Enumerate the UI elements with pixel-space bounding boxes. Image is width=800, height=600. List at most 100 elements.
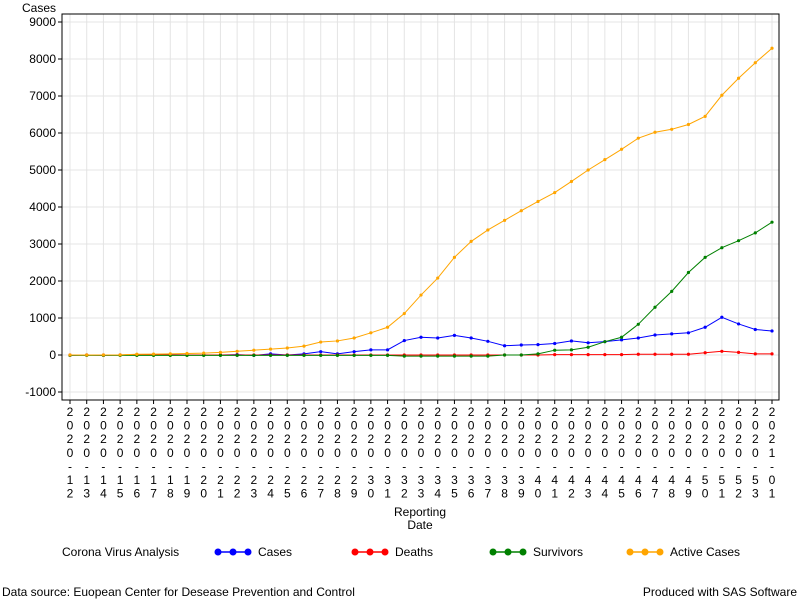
data-point [419,335,423,339]
data-point [736,239,741,243]
legend-title: Corona Virus Analysis [62,545,179,559]
x-tick-label: 2 0 2 0 -2 6 [301,405,308,501]
y-tick-label: 4000 [29,200,56,214]
y-tick-label: -1000 [25,385,56,399]
data-point [469,336,473,340]
data-point [686,122,691,127]
x-tick-label: 2 0 2 0 -2 1 [217,405,224,501]
x-tick-label: 2 0 2 0 -3 0 [368,405,375,501]
data-point [101,353,106,357]
data-point [720,349,724,353]
data-point [185,351,189,356]
data-point [502,344,507,348]
data-point [335,353,340,357]
data-point [369,353,373,357]
data-point [653,333,657,337]
data-point [569,348,574,352]
data-point [452,333,457,337]
data-point [736,322,741,326]
legend-marker [504,548,512,556]
data-point [636,336,640,340]
legend-marker [366,548,374,556]
data-point [720,315,724,319]
legend-marker [214,548,222,556]
x-tick-label: 2 0 2 0 -2 0 [200,405,207,501]
data-point [502,353,507,357]
data-point [619,147,624,151]
data-point [486,228,490,232]
x-tick-label: 2 0 2 0 -1 2 [67,405,74,501]
data-point [235,349,239,353]
data-point [385,325,390,329]
data-point [619,353,624,357]
data-point [586,168,590,172]
legend-marker [656,548,664,556]
data-point [553,348,557,352]
data-point [285,346,289,350]
data-point [319,353,323,357]
x-tick-label: 2 0 2 0 -4 3 [585,405,592,501]
x-tick-label: 2 0 2 0 -1 3 [83,405,90,501]
x-tick-label: 2 0 2 0 -2 8 [334,405,341,501]
x-axis-label: Reporting [394,505,446,519]
data-point [319,340,323,344]
data-point [68,353,72,357]
data-point [553,341,557,346]
data-point [252,353,256,357]
y-tick-label: 7000 [29,89,56,103]
data-point [770,352,774,356]
legend-marker [489,548,497,556]
data-point [569,179,574,184]
data-point [619,338,624,342]
data-point [118,353,122,357]
y-tick-label: 8000 [29,52,56,66]
data-point [519,343,523,347]
x-tick-label: 2 0 2 0 -3 2 [401,405,408,501]
data-point [268,347,273,351]
legend-marker [519,548,527,556]
data-point [686,352,691,356]
data-point [553,353,557,357]
data-point [753,231,757,235]
x-tick-label: 2 0 2 0 -3 8 [501,405,508,501]
data-point [235,353,239,357]
data-point [252,348,256,352]
data-point [519,209,523,213]
x-tick-label: 2 0 2 0 -3 3 [418,405,425,501]
x-tick-label: 2 0 2 0 -4 6 [635,405,642,501]
data-point [436,276,440,280]
data-point [302,344,306,348]
data-point [569,353,574,357]
y-tick-label: 3000 [29,237,56,251]
data-point [653,130,657,134]
footnote: Produced with SAS Software [643,585,797,599]
data-point [736,76,741,80]
data-point [369,348,373,352]
data-point [670,352,674,356]
x-tick-label: 2 0 2 0 -4 0 [535,405,542,501]
data-point [569,339,574,343]
x-tick-label: 2 0 2 0 -5 3 [752,405,759,501]
data-point [519,353,523,357]
x-tick-label: 2 0 2 0 -3 9 [518,405,525,501]
y-tick-label: 0 [49,348,56,362]
y-tick-label: 1000 [29,311,56,325]
x-tick-label: 2 0 2 0 -5 1 [719,405,726,501]
y-tick-label: 9000 [29,15,56,29]
legend-label: Deaths [395,545,433,559]
legend-label: Active Cases [670,545,740,559]
data-point [536,352,540,356]
x-tick-label: 2 0 2 0 -2 5 [284,405,291,501]
data-point [586,341,590,345]
data-point [352,336,356,340]
data-point [670,127,674,131]
data-point [469,239,473,244]
y-tick-label: 6000 [29,126,56,140]
x-tick-label: 2 0 2 0 -1 7 [150,405,157,501]
x-tick-label: 2 0 2 0 -2 9 [351,405,358,501]
data-point [218,350,223,355]
data-point [586,353,590,357]
x-tick-label: 2 0 2 0 -4 8 [668,405,675,501]
data-point [553,190,557,195]
